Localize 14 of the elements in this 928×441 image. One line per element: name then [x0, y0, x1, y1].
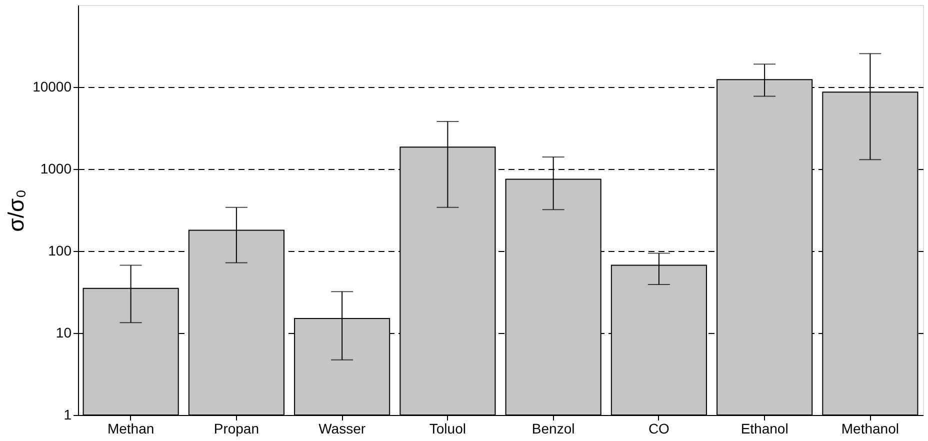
- y-tick-label: 10000: [32, 78, 72, 94]
- x-tick-label: Methanol: [841, 420, 899, 436]
- y-tick-label: 100: [48, 242, 72, 258]
- y-axis-title: σ/σ₀: [4, 189, 29, 232]
- x-tick-label: Toluol: [429, 420, 466, 436]
- x-tick-label: Wasser: [318, 420, 366, 436]
- x-tick-label: Methan: [107, 420, 154, 436]
- y-tick-label: 10: [56, 324, 72, 340]
- x-tick-label: Ethanol: [740, 420, 788, 436]
- y-tick-label: 1: [64, 406, 72, 422]
- y-tick-label: 1000: [40, 160, 72, 176]
- x-tick-label: CO: [648, 420, 670, 436]
- x-tick-label: Propan: [214, 420, 260, 436]
- x-tick-label: Benzol: [532, 420, 575, 436]
